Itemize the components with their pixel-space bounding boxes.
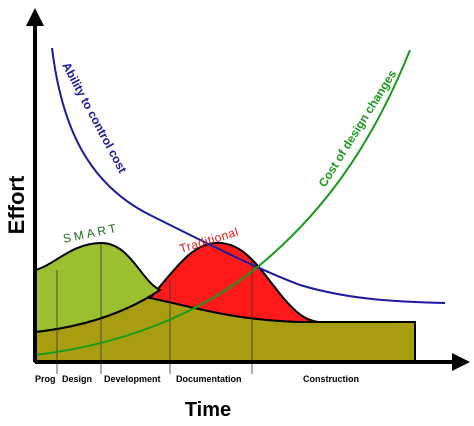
phase-dividers [56, 244, 253, 374]
cost-curve [34, 49, 411, 356]
phase-label-construction: Construction [303, 374, 359, 384]
ability-curve [51, 47, 446, 304]
smart-effort-area [34, 241, 162, 334]
cost-curve-label: Cost of design changes [316, 67, 400, 189]
traditional-effort-area [148, 241, 319, 323]
phase-label-development: Development [104, 374, 161, 384]
phase-label-design: Design [62, 374, 92, 384]
y-axis-arrow [26, 8, 44, 26]
ability-curve-label: Ability to control cost [59, 60, 129, 175]
x-axis-label: Time [185, 399, 231, 421]
smart-label: SMART [62, 220, 120, 246]
y-axis-label: Effort [4, 175, 29, 234]
axes [26, 8, 470, 371]
phase-label-prog: Prog [35, 374, 56, 384]
x-axis-arrow [452, 353, 470, 371]
phase-label-documentation: Documentation [176, 374, 242, 384]
